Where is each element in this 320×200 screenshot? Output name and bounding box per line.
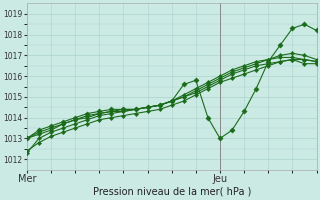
- X-axis label: Pression niveau de la mer( hPa ): Pression niveau de la mer( hPa ): [92, 187, 251, 197]
